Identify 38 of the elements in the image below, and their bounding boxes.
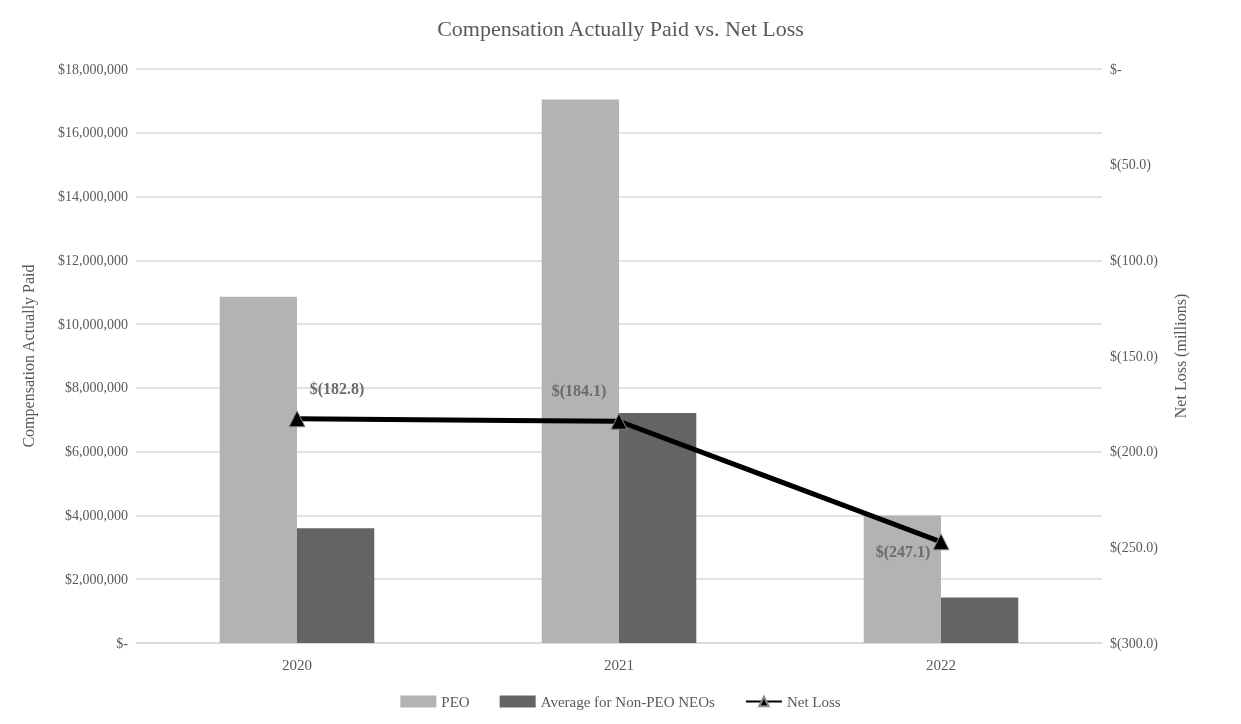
y-tick-label: $16,000,000 xyxy=(58,125,128,141)
y2-tick-label: $(300.0) xyxy=(1110,635,1159,652)
y2-axis-title: Net Loss (millions) xyxy=(1171,293,1190,419)
bar xyxy=(941,597,1019,643)
data-label: $(182.8) xyxy=(309,379,365,398)
y-tick-label: $6,000,000 xyxy=(65,444,128,460)
y-tick-label: $18,000,000 xyxy=(58,61,128,77)
x-tick-label: 2021 xyxy=(604,656,634,673)
y2-tick-label: $(200.0) xyxy=(1110,444,1159,461)
y-tick-label: $14,000,000 xyxy=(58,189,128,205)
data-label: $(247.1) xyxy=(875,542,931,561)
legend-label: Net Loss xyxy=(786,693,841,710)
point xyxy=(610,412,628,430)
y2-tick-label: $- xyxy=(1110,61,1122,77)
y-axis-title: Compensation Actually Paid xyxy=(19,264,38,448)
y-tick-label: $12,000,000 xyxy=(58,252,128,268)
bar xyxy=(619,413,697,643)
y2-tick-label: $(100.0) xyxy=(1110,252,1159,269)
bar xyxy=(541,99,619,643)
legend-label: PEO xyxy=(441,693,470,710)
bar xyxy=(863,515,941,643)
y-tick-label: $- xyxy=(116,635,129,651)
bar xyxy=(219,296,297,643)
y2-tick-label: $(50.0) xyxy=(1110,157,1152,174)
bar xyxy=(297,528,375,643)
y-tick-label: $10,000,000 xyxy=(58,316,128,332)
y-tick-label: $2,000,000 xyxy=(65,571,128,587)
chart-title: Compensation Actually Paid vs. Net Loss xyxy=(437,15,804,41)
y2-tick-label: $(150.0) xyxy=(1110,348,1159,365)
point xyxy=(932,533,950,551)
data-label: $(184.1) xyxy=(551,382,607,401)
point xyxy=(288,410,306,428)
y-tick-label: $8,000,000 xyxy=(65,380,128,396)
y2-tick-label: $(250.0) xyxy=(1110,539,1159,556)
y-tick-label: $4,000,000 xyxy=(65,507,128,523)
legend-label: Average for Non-PEO NEOs xyxy=(540,693,716,710)
x-tick-label: 2020 xyxy=(282,656,312,673)
x-tick-label: 2022 xyxy=(926,656,956,673)
